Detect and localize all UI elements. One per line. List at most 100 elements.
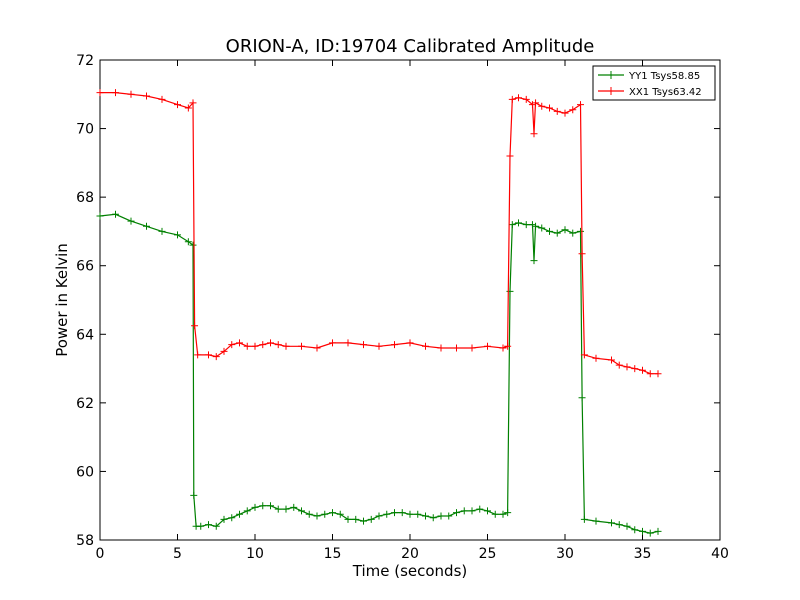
series-xx1-point <box>158 95 166 103</box>
series-xx1-point <box>608 356 615 364</box>
series-xx1-point <box>530 130 538 138</box>
series-yy1-point <box>491 510 499 518</box>
series-xx1-point <box>654 370 662 378</box>
series-xx1-point <box>406 339 414 347</box>
series-xx1-point <box>282 342 290 350</box>
series-yy1-point <box>631 526 639 534</box>
series-yy1-point <box>468 507 476 515</box>
y-tick-label: 68 <box>76 190 94 206</box>
series-yy1-point <box>220 515 228 523</box>
series-yy1-point <box>532 222 540 230</box>
series-yy1-point <box>528 221 536 229</box>
series-yy1-point <box>580 515 588 523</box>
series-yy1-point <box>639 527 646 535</box>
y-tick-label: 58 <box>76 533 94 549</box>
series-xx1-point <box>522 95 530 103</box>
legend-box <box>592 65 716 101</box>
series-xx1-point <box>189 99 197 107</box>
series-yy1-point <box>112 210 119 218</box>
series-xx1-markers <box>96 89 662 378</box>
x-axis-label: Time (seconds) <box>352 562 468 580</box>
y-tick-label: 70 <box>76 122 94 138</box>
x-tick-label: 5 <box>173 546 182 562</box>
series-yy1-point <box>336 510 344 518</box>
series-yy1-point <box>174 231 181 239</box>
series-xx1-point <box>143 92 150 100</box>
series-xx1-point <box>313 344 321 352</box>
legend-entries: YY1 Tsys58.85 XX1 Tsys63.42 <box>598 71 702 98</box>
series-xx1-point <box>127 90 135 98</box>
series-xx1-point <box>96 89 104 97</box>
y-tick-label: 64 <box>76 327 94 343</box>
series-xx1-point <box>174 101 181 109</box>
x-tick-label: 10 <box>246 546 264 562</box>
series-yy1-point <box>375 512 383 520</box>
series-xx1-point <box>515 94 522 102</box>
series-xx1-point <box>578 250 586 258</box>
series-yy1-point <box>422 512 429 520</box>
series-xx1-point <box>375 342 383 350</box>
series-yy1-point <box>515 219 522 227</box>
series-yy1-point <box>329 509 336 517</box>
series-yy1-point <box>553 229 561 237</box>
series-yy1-point <box>228 514 236 522</box>
series-xx1-point <box>577 101 584 109</box>
series-yy1-point <box>508 221 516 229</box>
series-xx1-point <box>205 351 212 359</box>
series-xx1-point <box>220 347 228 355</box>
series-xx1-point <box>422 342 429 350</box>
series-xx1-point <box>267 339 274 347</box>
series-yy1-point <box>290 503 298 511</box>
plot-frame <box>99 59 721 541</box>
series-yy1-point <box>391 509 398 517</box>
series-xx1-point <box>344 339 352 347</box>
y-axis-ticks: 58 60 62 64 66 68 70 72 <box>76 53 720 549</box>
series-xx1-point <box>623 363 631 371</box>
series-yy1-point <box>274 505 282 513</box>
series-xx1-point <box>391 341 398 349</box>
series-xx1-point <box>532 99 540 107</box>
series-yy1-point <box>578 394 586 402</box>
series-yy1-point <box>184 238 192 246</box>
x-tick-label: 30 <box>556 546 574 562</box>
series-yy1-point <box>608 519 615 527</box>
series-xx1-point <box>580 351 588 359</box>
x-axis-ticks: 0 5 10 15 20 25 30 35 40 <box>96 60 729 562</box>
y-tick-label: 60 <box>76 464 94 480</box>
series-yy1-point <box>445 512 453 520</box>
series-yy1-point <box>654 527 662 535</box>
series-xx1-point <box>112 89 119 97</box>
series-yy1-point <box>504 509 512 517</box>
series-yy1-point <box>522 221 530 229</box>
x-tick-label: 40 <box>711 546 729 562</box>
x-tick-label: 35 <box>634 546 652 562</box>
series-yy1-point <box>313 512 321 520</box>
series-yy1-point <box>298 507 305 515</box>
series-yy1-point <box>367 515 375 523</box>
legend: YY1 Tsys58.85 XX1 Tsys63.42 <box>592 65 716 101</box>
series-xx1-point <box>538 102 546 110</box>
series-xx1-point <box>484 342 491 350</box>
series-xx1-point <box>468 344 476 352</box>
series-layer <box>96 89 662 537</box>
series-xx1-point <box>569 106 577 114</box>
series-yy1-point <box>305 510 313 518</box>
legend-yy1-marker <box>607 71 615 79</box>
series-xx1-point <box>631 365 639 373</box>
legend-yy1-label: YY1 Tsys58.85 <box>628 71 700 82</box>
series-yy1-point <box>538 224 546 232</box>
series-yy1-point <box>96 212 104 220</box>
plot-area: 0 5 10 15 20 25 30 35 40 58 60 62 64 66 68 70 72 <box>76 53 729 562</box>
series-xx1-point <box>546 104 553 112</box>
x-tick-label: 15 <box>324 546 342 562</box>
series-yy1-point <box>321 510 329 518</box>
y-tick-label: 72 <box>76 53 94 69</box>
series-yy1-point <box>569 229 577 237</box>
series-yy1-point <box>406 510 414 518</box>
series-yy1-point <box>577 227 584 235</box>
series-yy1-point <box>615 521 623 529</box>
series-yy1-point <box>398 509 406 517</box>
series-xx1-point <box>329 339 336 347</box>
series-xx1-point <box>506 152 514 160</box>
